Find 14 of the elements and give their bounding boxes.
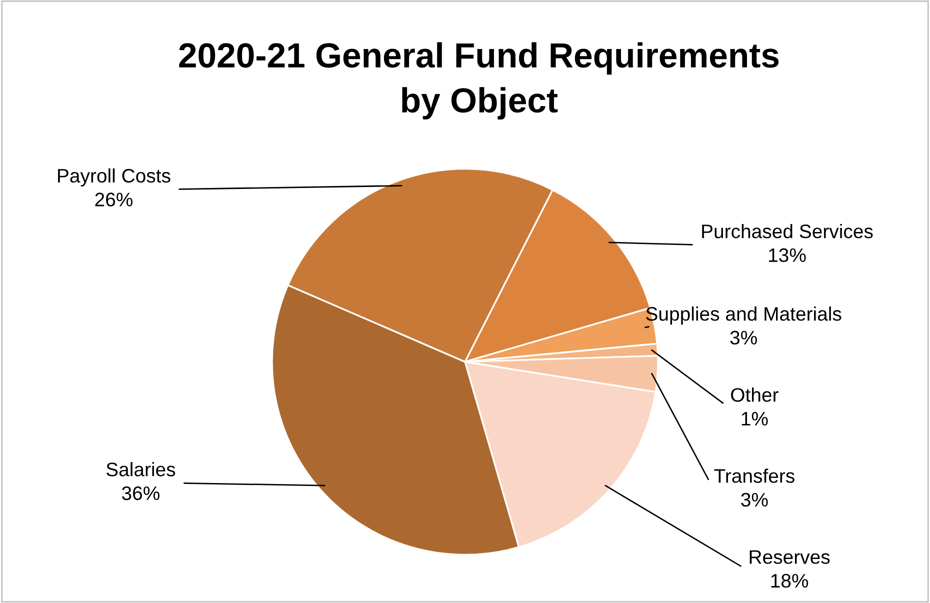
data-label: 26% <box>95 192 132 206</box>
chart-title: 2020-21 General Fund Requirements by Object <box>179 42 779 120</box>
data-label: 36% <box>122 486 160 500</box>
slice-label: Purchased Services <box>702 224 873 238</box>
data-label: 3% <box>730 330 757 345</box>
slice-label: Payroll Costs <box>58 168 170 187</box>
data-label: 13% <box>769 248 806 262</box>
slice-label: Reserves <box>750 550 830 564</box>
data-label: 1% <box>742 412 768 426</box>
slice-label: Other <box>731 388 778 402</box>
data-label: 18% <box>771 574 808 588</box>
slice-label: Transfers <box>714 468 794 483</box>
slice-label: Salaries <box>106 462 176 476</box>
data-label: 3% <box>741 492 768 507</box>
